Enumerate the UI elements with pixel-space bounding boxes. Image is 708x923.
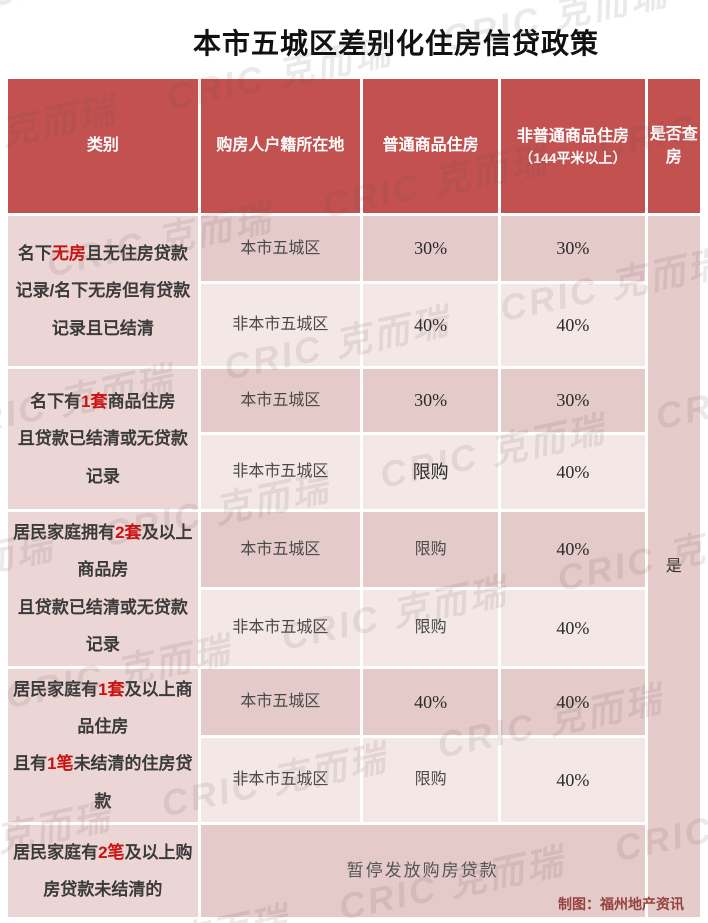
table-row: 名下无房且无住房贷款记录/名下无房但有贷款记录且已结清 本市五城区 30% 30… xyxy=(8,216,700,918)
cell-ordinary: 限购 xyxy=(363,737,499,823)
cell-ordinary: 40% xyxy=(363,284,499,366)
cell-non-ordinary: 40% xyxy=(501,435,645,509)
cell-origin: 非本市五城区 xyxy=(200,589,361,666)
table-row: 非本市五城区 限购 40% xyxy=(8,435,700,509)
cell-category-1: 名下无房且无住房贷款记录/名下无房但有贷款记录且已结清 xyxy=(8,216,198,366)
cell-origin: 本市五城区 xyxy=(200,512,361,587)
credit-text: 制图：福州地产资讯 xyxy=(558,896,684,912)
cell-non-ordinary: 40% xyxy=(501,737,645,823)
cell-ordinary: 30% xyxy=(363,216,499,281)
cell-origin: 非本市五城区 xyxy=(200,435,361,509)
cell-ordinary: 限购 xyxy=(363,512,499,587)
table-row: 居民家庭有2笔及以上购房贷款未结清的 暂停发放购房贷款 xyxy=(8,825,700,918)
cell-non-ordinary: 30% xyxy=(501,216,645,281)
page-title: 本市五城区差别化住房信贷政策 xyxy=(192,28,599,59)
cell-ordinary: 40% xyxy=(363,668,499,735)
table-row: 非本市五城区 限购 40% xyxy=(8,737,700,823)
policy-table: 类别 购房人户籍所在地 普通商品住房 非普通商品住房 （144平米以上） 是否查… xyxy=(5,76,703,920)
column-header-check: 是否查房 xyxy=(647,79,700,213)
header-row: 类别 购房人户籍所在地 普通商品住房 非普通商品住房 （144平米以上） 是否查… xyxy=(8,79,700,213)
column-header-category: 类别 xyxy=(8,79,198,213)
table-row: 非本市五城区 40% 40% xyxy=(8,284,700,366)
column-header-non-ordinary: 非普通商品住房 （144平米以上） xyxy=(501,79,645,213)
cell-origin: 非本市五城区 xyxy=(200,284,361,366)
cell-non-ordinary: 40% xyxy=(501,589,645,666)
table-row: 非本市五城区 限购 40% xyxy=(8,589,700,666)
cell-suspended-loans: 暂停发放购房贷款 xyxy=(200,825,645,918)
cell-check-all: 是 xyxy=(647,216,700,918)
table-row: 名下有1套商品住房 且贷款已结清或无贷款记录 本市五城区 30% 30% xyxy=(8,369,700,509)
cell-category-3: 居民家庭拥有2套及以上 商品房 且贷款已结清或无贷款记录 xyxy=(8,512,198,666)
cell-category-2: 名下有1套商品住房 且贷款已结清或无贷款记录 xyxy=(8,369,198,509)
table-row: 居民家庭拥有2套及以上 商品房 且贷款已结清或无贷款记录 本市五城区 限购 40% xyxy=(8,512,700,666)
cell-non-ordinary: 40% xyxy=(501,512,645,587)
cell-ordinary: 30% xyxy=(363,369,499,432)
column-header-non-ordinary-line1: 非普通商品住房 xyxy=(516,128,629,146)
cell-non-ordinary: 30% xyxy=(501,369,645,432)
cell-origin: 非本市五城区 xyxy=(200,737,361,823)
table-row: 居民家庭有1套及以上商品住房 且有1笔未结清的住房贷款 本市五城区 40% 40% xyxy=(8,668,700,823)
cell-ordinary: 限购 xyxy=(363,589,499,666)
cell-non-ordinary: 40% xyxy=(501,284,645,366)
cell-ordinary: 限购 xyxy=(363,435,499,509)
column-header-origin: 购房人户籍所在地 xyxy=(200,79,361,213)
cell-non-ordinary: 40% xyxy=(501,668,645,735)
cell-origin: 本市五城区 xyxy=(200,216,361,281)
cell-category-4: 居民家庭有1套及以上商品住房 且有1笔未结清的住房贷款 xyxy=(8,668,198,823)
column-header-ordinary: 普通商品住房 xyxy=(363,79,499,213)
cell-category-5: 居民家庭有2笔及以上购房贷款未结清的 xyxy=(8,825,198,918)
column-header-non-ordinary-line2: （144平米以上） xyxy=(519,149,627,166)
cell-origin: 本市五城区 xyxy=(200,668,361,735)
cell-origin: 本市五城区 xyxy=(200,369,361,432)
